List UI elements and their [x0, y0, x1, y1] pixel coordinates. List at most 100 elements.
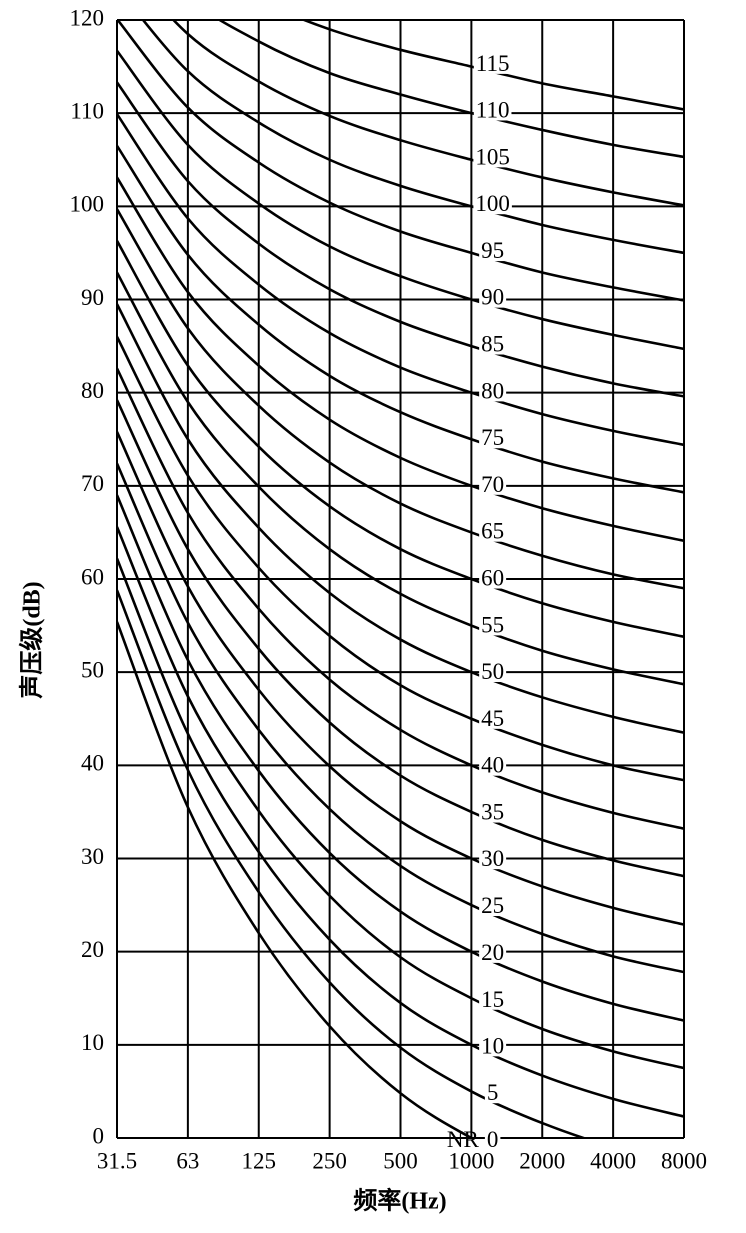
y-tick-label: 80 [81, 378, 104, 403]
label-background [479, 988, 507, 1010]
nr-curve [117, 49, 684, 351]
nr-curve [117, 208, 684, 590]
x-tick-label: 500 [383, 1148, 418, 1173]
x-axis-title: 频率(Hz) [353, 1187, 446, 1215]
x-tick-label: 4000 [590, 1148, 636, 1173]
curve-label: 50 [481, 659, 504, 684]
y-tick-label: 70 [81, 471, 104, 496]
label-background [479, 614, 507, 636]
curve-label: 105 [475, 144, 510, 169]
curve-label: 115 [476, 51, 510, 76]
label-background [479, 754, 507, 776]
x-tick-label: 1000 [448, 1148, 494, 1173]
nr-curve [141, 20, 684, 255]
label-background [479, 333, 507, 355]
nr-curve [117, 399, 684, 878]
nr-curve [117, 145, 684, 494]
nr-curve [117, 336, 684, 782]
y-tick-label: 120 [70, 5, 105, 30]
curve-label: 85 [481, 332, 504, 357]
nr-curve [117, 81, 684, 398]
curve-label: 40 [481, 753, 504, 778]
y-tick-label: 30 [81, 844, 104, 869]
curve-label: 95 [481, 238, 504, 263]
y-tick-label: 20 [81, 937, 104, 962]
curve-label: 45 [481, 706, 504, 731]
curve-label: 70 [481, 472, 504, 497]
y-tick-label: 0 [93, 1123, 105, 1148]
curve-label: 25 [481, 893, 504, 918]
x-tick-label: 250 [312, 1148, 347, 1173]
nr-curve [117, 558, 684, 1118]
curve-label: 30 [481, 846, 504, 871]
label-background [479, 473, 507, 495]
label-background [473, 99, 512, 121]
y-tick-label: 50 [81, 657, 104, 682]
grid [116, 19, 685, 1139]
y-tick-label: 100 [70, 192, 105, 217]
curve-label: 90 [481, 285, 504, 310]
curve-label: 80 [481, 378, 504, 403]
curve-label: 15 [481, 987, 504, 1012]
label-background [473, 193, 512, 215]
nr-curve [117, 621, 475, 1138]
nr-curve [117, 20, 684, 302]
nr-curve [300, 20, 684, 111]
nr-curve [117, 367, 684, 830]
y-tick-label: 90 [81, 285, 104, 310]
nr-curve [117, 303, 684, 734]
y-axis-title: 声压级(dB) [18, 581, 46, 699]
y-tick-label: 40 [81, 751, 104, 776]
label-background [479, 567, 507, 589]
nr-annotation: NR [447, 1127, 480, 1152]
label-background [479, 286, 507, 308]
curve-label: 20 [481, 940, 504, 965]
x-tick-label: 125 [242, 1148, 277, 1173]
label-background [479, 427, 507, 449]
curve-label: 100 [475, 191, 510, 216]
label-background [479, 380, 507, 402]
label-background [484, 1082, 501, 1104]
nr-curve [171, 20, 684, 207]
label-background [479, 848, 507, 870]
curve-label: 35 [481, 800, 504, 825]
nr-curve [117, 494, 684, 1022]
label-background [473, 146, 512, 168]
y-tick-label: 110 [70, 98, 104, 123]
curve-label: 60 [481, 566, 504, 591]
x-tick-label: 2000 [519, 1148, 565, 1173]
nr-curve [117, 271, 684, 686]
label-background [479, 895, 507, 917]
curve-label: 75 [481, 425, 504, 450]
nr-curve [217, 20, 684, 159]
nr-curve [117, 462, 684, 974]
nr-curve [117, 176, 684, 543]
x-tick-label: 8000 [661, 1148, 707, 1173]
label-background [479, 941, 507, 963]
y-tick-label: 10 [81, 1030, 104, 1055]
curve-labels: 0 NR 5 10 15 20 25 30 35 40 45 50 55 60 65 70 75 80 85 90 95… [447, 51, 512, 1152]
curve-label: 5 [487, 1080, 499, 1105]
label-background [479, 660, 507, 682]
curve-label: 110 [476, 97, 510, 122]
nr-curve [117, 113, 684, 447]
curve-label: 0 [487, 1127, 499, 1152]
label-background [479, 801, 507, 823]
nr-curve [117, 240, 684, 639]
nr-curve [117, 526, 684, 1070]
x-tick-label: 31.5 [97, 1148, 137, 1173]
nr-curve [117, 431, 684, 926]
nr-curve [117, 589, 588, 1138]
label-background [484, 1129, 501, 1151]
curve-label: 55 [481, 612, 504, 637]
curve-label: 65 [481, 519, 504, 544]
curves [117, 20, 684, 1138]
curve-label: 10 [481, 1033, 504, 1058]
label-background [479, 707, 507, 729]
label-background [479, 240, 507, 262]
label-background [479, 1035, 507, 1057]
label-background [473, 52, 512, 74]
label-background [479, 520, 507, 542]
x-tick-label: 63 [176, 1148, 199, 1173]
